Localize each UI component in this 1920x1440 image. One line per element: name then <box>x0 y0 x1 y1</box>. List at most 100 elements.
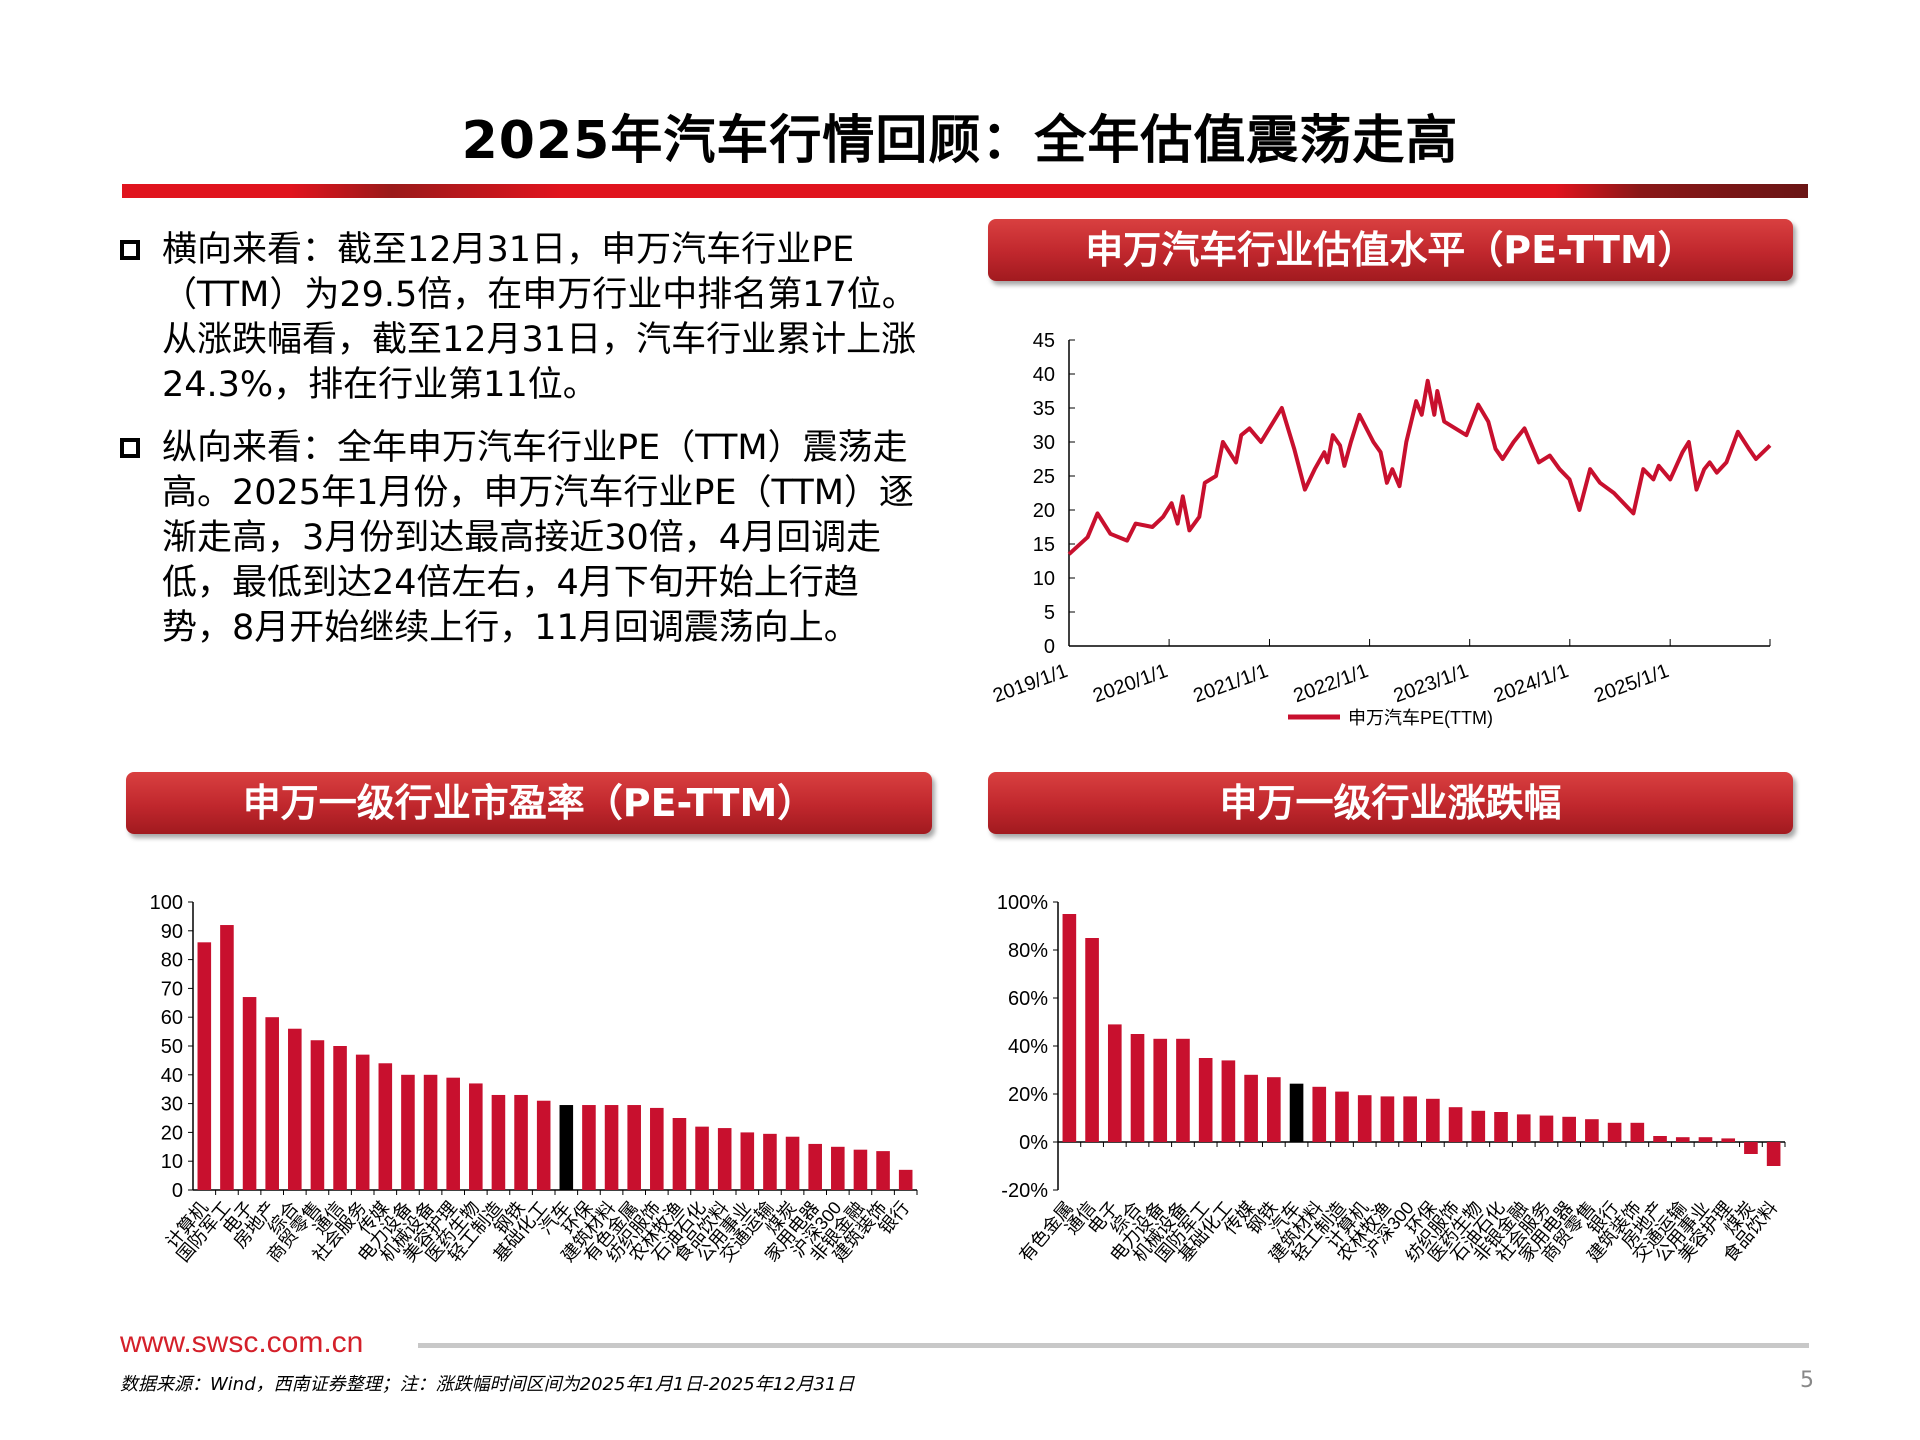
y-tick-label: 0% <box>1019 1132 1048 1154</box>
bar-煤炭 <box>1744 1142 1758 1154</box>
section-header-industry-change: 申万一级行业涨跌幅 <box>988 772 1793 834</box>
bar-纺织服饰 <box>1448 1107 1463 1142</box>
pe-series-line <box>1067 378 1772 556</box>
bar-食品饮料 <box>1766 1142 1781 1166</box>
bar-交通运输 <box>1675 1137 1690 1142</box>
bar-家用电器 <box>808 1143 822 1190</box>
bar-汽车 <box>559 1105 574 1190</box>
x-tick-label: 2022/1/1 <box>1291 660 1372 707</box>
bar-电子 <box>1107 1024 1122 1142</box>
bar-钢铁 <box>514 1094 528 1190</box>
bar-综合 <box>288 1028 302 1190</box>
y-tick-label: 30 <box>1033 432 1055 454</box>
y-tick-label: 60% <box>1008 988 1048 1010</box>
page-title: 2025年汽车行情回顾：全年估值震荡走高 <box>461 111 1459 171</box>
square-bullet-icon <box>120 240 140 260</box>
bar-计算机 <box>1357 1095 1372 1142</box>
y-tick-label: 100 <box>150 892 183 914</box>
y-tick-label: 40 <box>1033 364 1055 386</box>
y-tick-label: 40 <box>161 1065 183 1087</box>
bar-商贸零售 <box>1585 1119 1599 1142</box>
bar-电子 <box>242 997 257 1190</box>
bar-通信 <box>333 1046 347 1190</box>
square-bullet-icon <box>120 438 140 458</box>
y-tick-label: 10 <box>161 1151 183 1173</box>
bar-家用电器 <box>1562 1116 1576 1142</box>
bullet-text: 纵向来看：全年申万汽车行业PE（TTM）震荡走高。2025年1月份，申万汽车行业… <box>162 428 914 648</box>
bar-农林牧渔 <box>1380 1096 1395 1142</box>
bar-交通运输 <box>763 1133 777 1190</box>
bullet-list: 横向来看：截至12月31日，申万汽车行业PE（TTM）为29.5倍，在申万行业中… <box>120 228 950 669</box>
y-tick-label: 70 <box>161 978 183 1000</box>
y-tick-label: 25 <box>1033 466 1055 488</box>
y-tick-label: 45 <box>1033 330 1055 352</box>
bar-非银金融 <box>1516 1114 1531 1142</box>
bar-建筑材料 <box>1312 1086 1327 1142</box>
bar-社会服务 <box>1539 1115 1554 1142</box>
y-tick-label: 20 <box>161 1122 183 1144</box>
section-header-pe-level: 申万汽车行业估值水平（PE-TTM） <box>988 219 1793 281</box>
y-tick-label: 30 <box>161 1094 183 1116</box>
bar-环保 <box>1426 1098 1440 1142</box>
x-tick-label: 2025/1/1 <box>1591 660 1672 707</box>
bar-国防军工 <box>220 925 234 1190</box>
bar-有色金属 <box>627 1105 641 1190</box>
bar-房地产 <box>1653 1136 1667 1142</box>
section-header-industry-pe: 申万一级行业市盈率（PE-TTM） <box>126 772 932 834</box>
bar-房地产 <box>265 1017 279 1190</box>
y-tick-label: 10 <box>1033 568 1055 590</box>
bar-轻工制造 <box>491 1094 506 1190</box>
y-tick-label: 90 <box>161 921 183 943</box>
bar-公用事业 <box>1698 1137 1713 1142</box>
title-underline <box>122 184 1808 198</box>
y-tick-label: 20% <box>1008 1084 1048 1106</box>
bar-机械设备 <box>423 1074 438 1190</box>
bullet-item: 纵向来看：全年申万汽车行业PE（TTM）震荡走高。2025年1月份，申万汽车行业… <box>120 426 950 651</box>
x-tick-label: 2020/1/1 <box>1090 660 1171 707</box>
data-source-note: 数据来源：Wind，西南证券整理；注：涨跌幅时间区间为2025年1月1日-202… <box>120 1374 855 1395</box>
bar-机械设备 <box>1176 1038 1190 1142</box>
footer-divider <box>418 1343 1809 1348</box>
bar-建筑装饰 <box>876 1151 890 1190</box>
bar-公用事业 <box>740 1132 755 1190</box>
y-tick-label: 20 <box>1033 500 1055 522</box>
bar-传媒 <box>1244 1074 1258 1142</box>
bar-有色金属 <box>1062 914 1077 1142</box>
bar-通信 <box>1085 938 1099 1142</box>
bar-环保 <box>582 1105 596 1190</box>
bar-食品饮料 <box>717 1128 732 1190</box>
bar-石油石化 <box>1494 1112 1508 1142</box>
bar-传媒 <box>378 1063 393 1190</box>
bar-建筑材料 <box>604 1105 619 1190</box>
y-tick-label: 60 <box>161 1007 183 1029</box>
bar-纺织服饰 <box>650 1107 664 1190</box>
y-tick-label: 15 <box>1033 534 1055 556</box>
y-tick-label: 80% <box>1008 940 1048 962</box>
bar-综合 <box>1130 1034 1145 1142</box>
bar-农林牧渔 <box>672 1118 687 1190</box>
page-number: 5 <box>1800 1368 1814 1393</box>
x-tick-label: 2023/1/1 <box>1391 660 1472 707</box>
x-tick-label: 2019/1/1 <box>990 660 1071 707</box>
bar-基础化工 <box>1221 1060 1236 1142</box>
y-tick-label: 0 <box>172 1180 183 1202</box>
bar-石油石化 <box>695 1126 709 1190</box>
bar-电力设备 <box>401 1074 415 1190</box>
bar-医药生物 <box>1471 1110 1486 1142</box>
bar-汽车 <box>1289 1083 1304 1142</box>
bar-国防军工 <box>1198 1058 1213 1142</box>
y-tick-label: 35 <box>1033 398 1055 420</box>
y-tick-label: -20% <box>1001 1180 1048 1202</box>
bar-美容护理 <box>1721 1138 1736 1142</box>
bar-电力设备 <box>1153 1038 1168 1142</box>
bar-银行 <box>898 1169 913 1190</box>
bullet-text: 横向来看：截至12月31日，申万汽车行业PE（TTM）为29.5倍，在申万行业中… <box>162 230 917 405</box>
bar-轻工制造 <box>1335 1091 1349 1142</box>
y-tick-label: 0 <box>1044 636 1055 658</box>
bar-基础化工 <box>536 1100 551 1190</box>
footer-url: www.swsc.com.cn <box>120 1326 364 1359</box>
bar-医药生物 <box>469 1083 483 1190</box>
bar-煤炭 <box>785 1136 800 1190</box>
bar-社会服务 <box>355 1054 370 1190</box>
